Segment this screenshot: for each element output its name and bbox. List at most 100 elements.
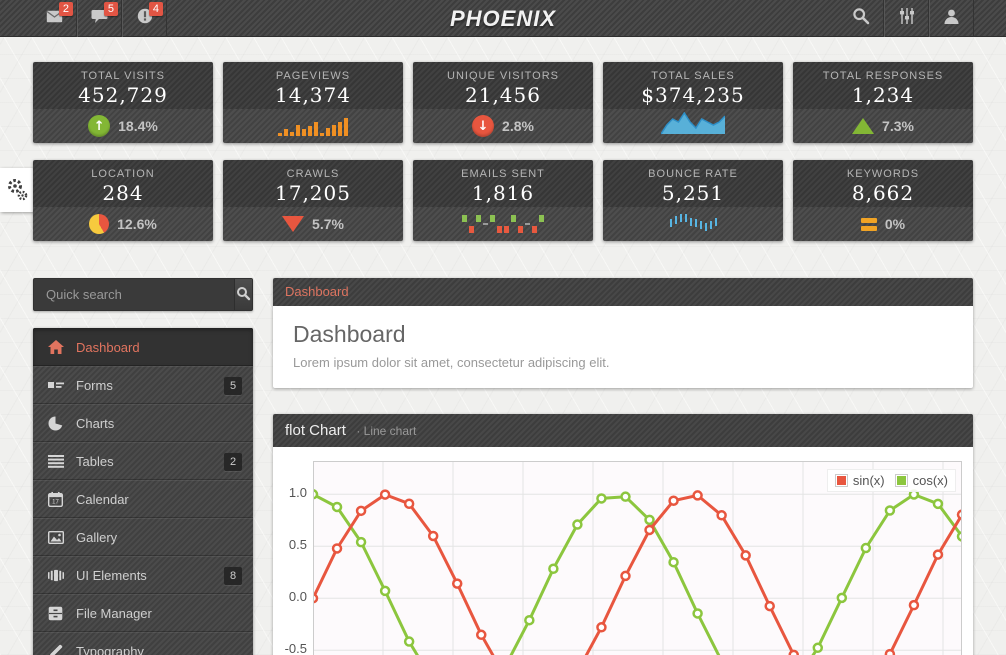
chart-panel-title: flot Chart: [285, 422, 346, 439]
sidebar: Dashboard Forms 5 Charts Tables 2 17 Calendar Ga…: [33, 278, 253, 655]
notification-badge: 5: [103, 2, 118, 16]
stat-card-total-responses: TOTAL RESPONSES 1,234 7.3%: [793, 62, 973, 143]
filters-icon: [899, 7, 915, 30]
flot-chart-panel-header: flot Chart · Line chart: [273, 414, 973, 447]
search-input[interactable]: [34, 279, 234, 310]
sidebar-item-calendar[interactable]: 17 Calendar: [33, 480, 253, 518]
topbar-mail-button[interactable]: 2: [32, 0, 77, 37]
stat-card-unique-visitors: UNIQUE VISITORS 21,456 ↓ 2.8%: [413, 62, 593, 143]
topbar-search-button[interactable]: [839, 0, 884, 37]
stat-value: 284: [102, 181, 144, 205]
stat-value: 8,662: [851, 181, 915, 205]
topbar-chat-button[interactable]: 5: [77, 0, 122, 37]
stat-percent: 12.6%: [117, 216, 157, 232]
sidebar-item-label: Gallery: [76, 530, 118, 545]
y-axis-tick-label: -0.5: [284, 641, 307, 655]
table-icon: [48, 455, 64, 468]
triangle-up-icon: [852, 118, 875, 134]
pie-indicator-icon: [89, 214, 110, 234]
stat-card-emails-sent: EMAILS SENT 1,816: [413, 160, 593, 241]
stat-percent: 18.4%: [118, 118, 158, 134]
flot-chart-panel: flot Chart · Line chart 1.00.50.0-0.5-1.…: [273, 414, 973, 655]
chart-plot-area: sin(x) cos(x): [307, 461, 968, 655]
stat-percent: 7.3%: [882, 118, 914, 134]
topbar-user-button[interactable]: [929, 0, 974, 37]
stat-label: TOTAL VISITS: [81, 70, 165, 82]
stat-label: KEYWORDS: [846, 168, 920, 180]
stat-percent: 5.7%: [312, 216, 344, 232]
line-chart: 1.00.50.0-0.5-1.0 sin(x)cos(x): [273, 447, 973, 655]
legend-label: cos(x): [912, 473, 948, 488]
gallery-icon: [48, 531, 64, 544]
form-icon: [48, 379, 64, 393]
stat-card-location: LOCATION 284 12.6%: [33, 160, 213, 241]
sidebar-item-label: Charts: [76, 416, 115, 431]
stat-label: PAGEVIEWS: [275, 70, 351, 82]
stat-value: 17,205: [275, 181, 351, 205]
y-axis-tick-label: 0.0: [288, 589, 307, 605]
sidebar-item-label: Typography: [76, 644, 144, 655]
area-sparkline: [660, 111, 726, 141]
notification-badge: 2: [58, 2, 73, 16]
sidebar-menu: Dashboard Forms 5 Charts Tables 2 17 Calendar Ga…: [33, 328, 253, 655]
sidebar-item-label: File Manager: [76, 606, 152, 621]
arrow-up-circle-icon: ↑: [88, 115, 111, 137]
search-icon: [852, 7, 870, 30]
gear-icon: [0, 179, 35, 216]
calendar-icon: 17: [48, 492, 64, 507]
search-button[interactable]: [234, 279, 252, 310]
stat-label: TOTAL RESPONSES: [822, 70, 944, 82]
pencil-icon: [48, 644, 64, 655]
stat-label: UNIQUE VISITORS: [447, 70, 559, 82]
y-axis-tick-label: 0.5: [288, 537, 307, 553]
y-axis-tick-label: 1.0: [288, 485, 307, 501]
search-icon: [236, 286, 251, 304]
sidebar-item-dashboard[interactable]: Dashboard: [33, 328, 253, 366]
stat-value: 5,251: [661, 181, 725, 205]
notification-badge: 4: [148, 2, 163, 16]
equals-icon: [860, 215, 877, 234]
stat-percent: 2.8%: [502, 118, 534, 134]
user-icon: [943, 8, 960, 30]
file-manager-icon: [48, 606, 64, 621]
sidebar-item-ui-elements[interactable]: UI Elements 8: [33, 556, 253, 594]
ui-elements-icon: [48, 569, 64, 582]
stat-card-total-sales: TOTAL SALES $374,235: [603, 62, 783, 143]
bar-sparkline: [278, 116, 348, 136]
stat-card-bounce-rate: BOUNCE RATE 5,251: [603, 160, 783, 241]
sidebar-item-charts[interactable]: Charts: [33, 404, 253, 442]
chart-legend: sin(x) cos(x): [826, 469, 956, 492]
stat-label: TOTAL SALES: [651, 70, 735, 82]
sidebar-item-typography[interactable]: Typography: [33, 632, 253, 655]
tristate-sparkline: [462, 215, 544, 233]
sidebar-item-gallery[interactable]: Gallery: [33, 518, 253, 556]
legend-color-box: [894, 474, 908, 487]
topbar-alert-button[interactable]: 4: [122, 0, 167, 37]
home-icon: [48, 339, 64, 355]
sidebar-item-label: Dashboard: [76, 339, 140, 355]
topbar-filters-button[interactable]: [884, 0, 929, 37]
chart-panel-subtitle: · Line chart: [356, 424, 417, 438]
sidebar-item-forms[interactable]: Forms 5: [33, 366, 253, 404]
settings-flyout-tab[interactable]: [0, 168, 35, 212]
sidebar-item-tables[interactable]: Tables 2: [33, 442, 253, 480]
sidebar-item-label: Calendar: [76, 492, 129, 507]
topbar-action-group: [839, 0, 974, 37]
stat-label: EMAILS SENT: [461, 168, 545, 180]
stat-card-pageviews: PAGEVIEWS 14,374: [223, 62, 403, 143]
sidebar-item-badge: 5: [224, 377, 242, 395]
pie-chart-icon: [48, 416, 64, 431]
stat-label: LOCATION: [91, 168, 155, 180]
legend-entry-cos-x: cos(x): [894, 473, 948, 488]
legend-label: sin(x): [852, 473, 885, 488]
dashboard-panel-body: Dashboard Lorem ipsum dolor sit amet, co…: [273, 306, 973, 388]
stat-card-total-visits: TOTAL VISITS 452,729 ↑ 18.4%: [33, 62, 213, 143]
legend-entry-sin-x: sin(x): [834, 473, 885, 488]
alert-icon: [137, 8, 153, 29]
sidebar-item-label: UI Elements: [76, 568, 147, 583]
sidebar-item-file-manager[interactable]: File Manager: [33, 594, 253, 632]
arrow-down-circle-icon: ↓: [472, 115, 495, 137]
stat-value: 21,456: [465, 83, 541, 107]
legend-color-box: [834, 474, 848, 487]
sidebar-item-label: Tables: [76, 454, 114, 469]
